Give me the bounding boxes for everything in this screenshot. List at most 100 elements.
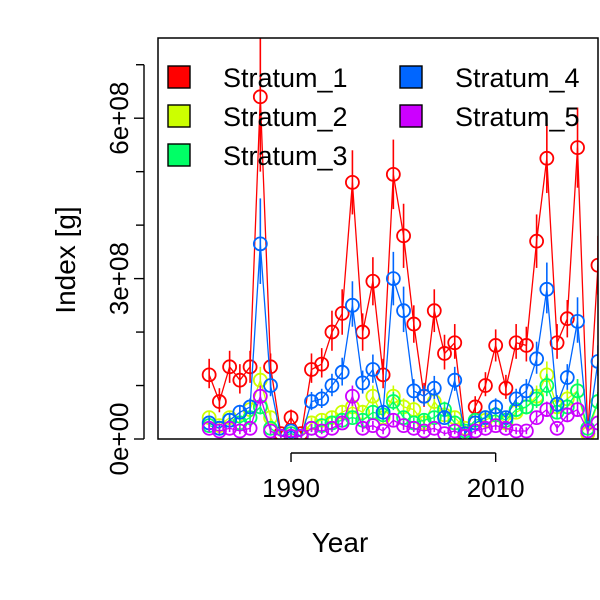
data-point-Stratum_1-1987 <box>252 89 268 105</box>
legend-swatch-Stratum_5 <box>399 104 423 128</box>
data-point-Stratum_5-1999 <box>375 423 391 439</box>
data-point-Stratum_4-1999 <box>375 404 391 420</box>
data-point-Stratum_1-1983 <box>211 394 227 409</box>
data-point-Stratum_5-1984 <box>222 420 238 436</box>
data-point-Stratum_5-2014 <box>529 410 545 426</box>
data-point-Stratum_4-2013 <box>518 383 534 399</box>
data-point-Stratum_4-2004 <box>426 380 442 396</box>
y-tick-label: 0e+00 <box>104 402 134 475</box>
series-line-Stratum_1 <box>208 96 598 436</box>
data-point-Stratum_5-2008 <box>467 423 483 439</box>
data-point-Stratum_5-1991 <box>293 428 309 439</box>
data-point-Stratum_4-1998 <box>365 362 381 377</box>
data-point-Stratum_1-2011 <box>498 380 514 396</box>
data-point-Stratum_5-2003 <box>416 423 432 439</box>
series-Stratum_5 <box>201 385 598 439</box>
legend-swatch-Stratum_3 <box>167 143 191 167</box>
data-point-Stratum_4-2014 <box>529 351 545 367</box>
legend-item-Stratum_1: Stratum_1 <box>167 63 348 93</box>
plot-area-frame <box>157 37 599 440</box>
data-point-Stratum_1-1984 <box>222 359 238 375</box>
data-point-Stratum_1-1988 <box>263 359 278 375</box>
data-point-Stratum_1-1982 <box>201 367 217 383</box>
data-point-Stratum_5-2011 <box>498 420 514 436</box>
data-point-Stratum_5-2010 <box>488 418 504 434</box>
data-point-Stratum_1-1993 <box>314 356 330 372</box>
data-point-Stratum_5-2001 <box>396 418 411 434</box>
data-point-Stratum_5-1983 <box>211 423 227 439</box>
legend-label-Stratum_2: Stratum_2 <box>223 102 348 132</box>
data-point-Stratum_1-1996 <box>345 174 360 190</box>
data-point-Stratum_5-2005 <box>437 426 452 439</box>
data-point-Stratum_5-1987 <box>252 388 268 404</box>
data-point-Stratum_1-1998 <box>365 273 381 289</box>
data-point-Stratum_4-1992 <box>304 394 319 409</box>
data-point-Stratum_3-2003 <box>416 412 432 428</box>
data-point-Stratum_1-2013 <box>518 338 534 353</box>
data-point-Stratum_4-2015 <box>539 281 555 297</box>
data-point-Stratum_4-2018 <box>570 313 585 329</box>
data-point-Stratum_5-1986 <box>242 420 258 436</box>
data-point-Stratum_1-2012 <box>508 335 524 351</box>
data-point-Stratum_5-1993 <box>314 423 330 439</box>
data-point-Stratum_4-1995 <box>334 364 350 380</box>
data-point-Stratum_5-2002 <box>406 420 422 436</box>
data-point-Stratum_5-1992 <box>304 420 319 436</box>
data-point-Stratum_4-2012 <box>508 391 524 407</box>
data-point-Stratum_1-1994 <box>324 324 340 340</box>
data-point-Stratum_1-1985 <box>232 372 248 388</box>
data-point-Stratum_5-2016 <box>549 420 565 436</box>
data-point-Stratum_4-2003 <box>416 388 432 404</box>
data-point-Stratum_5-2013 <box>518 423 534 439</box>
series-Stratum_4 <box>201 198 598 439</box>
data-point-Stratum_5-1985 <box>232 423 248 439</box>
legend-swatch-Stratum_4 <box>399 65 423 89</box>
data-point-Stratum_4-2005 <box>437 410 452 426</box>
data-point-Stratum_5-1996 <box>345 388 360 404</box>
data-point-Stratum_1-2020 <box>590 257 598 273</box>
data-point-Stratum_1-2010 <box>488 338 504 353</box>
data-point-Stratum_4-2017 <box>559 370 575 385</box>
legend-item-Stratum_3: Stratum_3 <box>167 141 348 171</box>
data-point-Stratum_4-2001 <box>396 303 411 319</box>
x-tick-label: 2010 <box>467 473 525 503</box>
data-point-Stratum_4-2006 <box>447 372 463 388</box>
legend-label-Stratum_4: Stratum_4 <box>455 63 580 93</box>
data-point-Stratum_1-2014 <box>529 233 545 249</box>
legend-item-Stratum_2: Stratum_2 <box>167 102 348 132</box>
data-point-Stratum_1-2004 <box>426 303 442 319</box>
data-point-Stratum_1-2006 <box>447 335 463 351</box>
x-tick-label: 1990 <box>262 473 320 503</box>
series-line-Stratum_4 <box>208 243 598 438</box>
data-point-Stratum_5-2018 <box>570 402 585 417</box>
x-axis-title: Year <box>312 527 369 558</box>
data-point-Stratum_5-1982 <box>201 420 217 436</box>
data-point-Stratum_4-1987 <box>252 236 268 252</box>
data-point-Stratum_5-2020 <box>590 415 598 431</box>
data-point-Stratum_1-2016 <box>549 335 565 351</box>
data-point-Stratum_5-2019 <box>580 423 596 439</box>
data-point-Stratum_1-2015 <box>539 150 555 166</box>
data-point-Stratum_5-1990 <box>283 428 299 439</box>
legend-item-Stratum_4: Stratum_4 <box>399 63 580 93</box>
legend: Stratum_1 Stratum_2 Stratum_3 Stratum_4 Stra… <box>167 63 580 171</box>
data-point-Stratum_1-2017 <box>559 311 575 327</box>
axes-layer: 0e+00 3e+08 6e+08 1990 2010 <box>104 64 525 503</box>
data-point-Stratum_3-2015 <box>539 378 555 393</box>
y-tick-label: 6e+08 <box>104 82 134 155</box>
series-Stratum_1 <box>201 38 598 439</box>
data-point-Stratum_1-2009 <box>478 378 493 393</box>
data-point-Stratum_1-1986 <box>242 359 258 375</box>
series-layer <box>201 38 598 439</box>
data-point-Stratum_5-2012 <box>508 423 524 439</box>
data-point-Stratum_4-1993 <box>314 391 330 407</box>
data-point-Stratum_4-2000 <box>385 271 401 287</box>
y-axis-title: Index [g] <box>50 206 81 313</box>
data-point-Stratum_3-2014 <box>529 391 545 407</box>
data-point-Stratum_1-2002 <box>406 316 422 332</box>
data-point-Stratum_5-1997 <box>355 420 371 436</box>
data-point-Stratum_3-2000 <box>385 394 401 409</box>
y-tick-label: 3e+08 <box>104 242 134 315</box>
